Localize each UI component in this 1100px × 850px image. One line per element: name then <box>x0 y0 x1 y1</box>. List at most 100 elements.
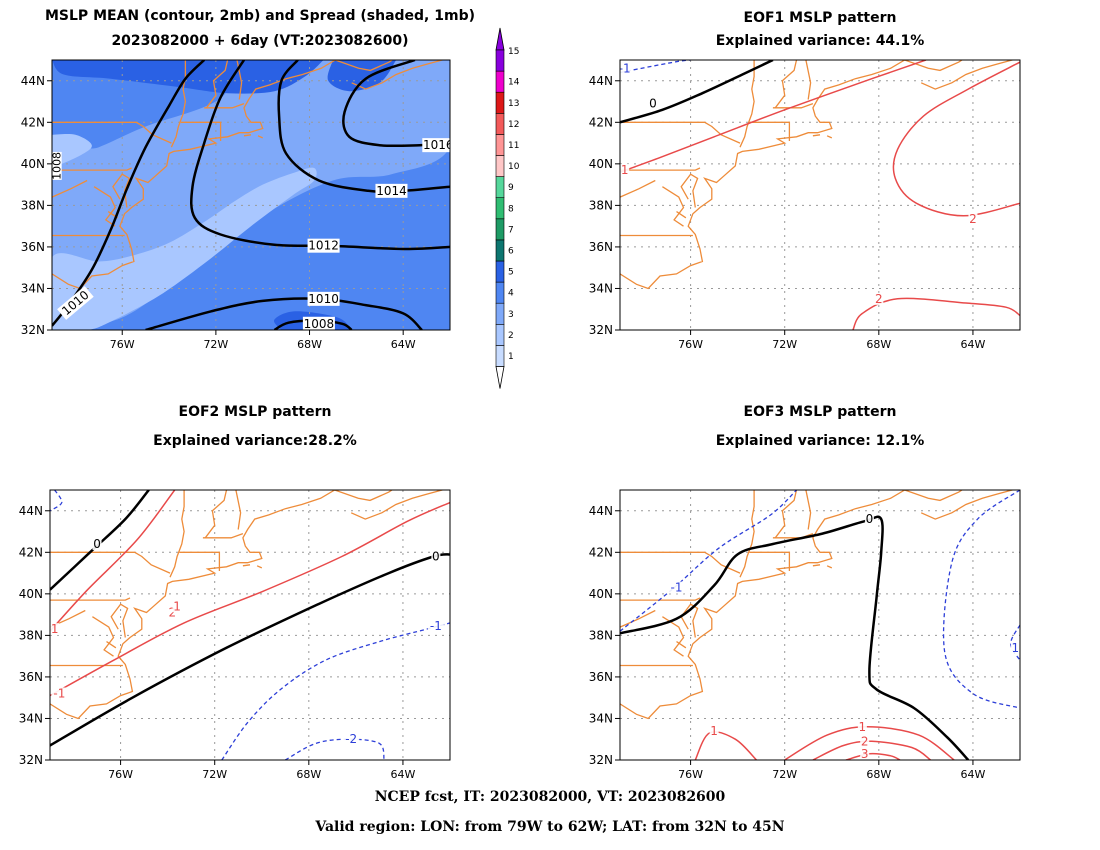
coastline-segment <box>93 186 116 227</box>
contour-label-bg <box>857 720 867 733</box>
contour-label-bg <box>172 600 182 613</box>
contour-label: 3 <box>861 747 869 761</box>
lat-tick-label: 44N <box>19 504 43 518</box>
contour-label-bg <box>431 550 441 563</box>
spread-shading-2 <box>52 134 92 168</box>
eof3-contour-1 <box>784 726 955 760</box>
eof3-contour-neg1 <box>942 490 1020 709</box>
coastline-segment <box>805 60 812 100</box>
lat-tick-label: 34N <box>589 711 613 725</box>
coastline-segment <box>805 490 812 530</box>
coastline-segment <box>676 641 687 649</box>
colorbar-label: 4 <box>508 289 514 299</box>
contour-label-bg <box>52 151 62 180</box>
contour-label-bg <box>874 292 884 305</box>
coastline-segment <box>243 134 252 137</box>
lat-tick-label: 32N <box>19 753 43 767</box>
coastline-segment <box>52 121 172 144</box>
lat-tick-label: 40N <box>19 587 43 601</box>
contour-label-bg <box>302 316 335 330</box>
contour-label: 0 <box>432 549 440 563</box>
lat-tick-label: 38N <box>589 628 613 642</box>
colorbar-swatch <box>495 302 505 325</box>
colorbar-swatch <box>495 239 505 262</box>
panel-title-eof1-line1: EOF1 MSLP pattern <box>743 10 897 26</box>
coastline-segment <box>204 102 245 109</box>
lat-tick-label: 36N <box>589 240 613 254</box>
eof2-contour-zero <box>50 490 150 591</box>
contour-label: -1 <box>53 687 65 701</box>
coastline-segment <box>620 179 656 198</box>
coastline-segment <box>620 490 906 720</box>
contour-label-bg <box>968 212 978 225</box>
coastline-segment <box>50 490 336 720</box>
map-background <box>620 60 1020 330</box>
coastline-segment <box>904 60 964 72</box>
spread-shading-5 <box>327 60 397 92</box>
coastline-segment <box>52 60 336 290</box>
lat-tick-label: 38N <box>21 198 45 212</box>
contour-label: 1012 <box>308 239 339 253</box>
eof1-contour-zero <box>620 60 774 124</box>
contour-label: 1016 <box>423 138 454 152</box>
lat-tick-label: 42N <box>589 115 613 129</box>
lat-tick-label: 42N <box>21 115 45 129</box>
lat-tick-label: 40N <box>589 587 613 601</box>
eof3-contour-neg1 <box>1009 624 1020 661</box>
contour-label: 1014 <box>376 184 407 198</box>
colorbar-swatch <box>495 91 505 114</box>
coastline-segment <box>351 60 445 90</box>
coastline-segment <box>826 565 833 569</box>
coastline-segment <box>812 134 821 137</box>
lon-tick-label: 76W <box>678 338 703 351</box>
lat-tick-label: 40N <box>589 157 613 171</box>
colorbar-label: 12 <box>508 120 519 130</box>
coastline-segment <box>620 609 656 628</box>
lon-tick-label: 64W <box>391 338 416 351</box>
colorbar-label: 15 <box>508 47 519 57</box>
contour-label-bg <box>864 513 874 526</box>
coastline-segment <box>334 490 394 502</box>
footer-line1: NCEP fcst, IT: 2023082000, VT: 202308260… <box>374 789 726 805</box>
colorbar-swatch <box>495 323 505 346</box>
lon-tick-label: 76W <box>678 768 703 781</box>
panel-title-mean-line2: 2023082000 + 6day (VT:2023082600) <box>111 33 409 49</box>
eof2-contour-neg2 <box>284 738 385 760</box>
contour-label-bg <box>648 97 658 110</box>
coastline-segment <box>335 60 394 72</box>
lat-tick-label: 44N <box>589 74 613 88</box>
colorbar-label: 9 <box>508 183 514 193</box>
contour-label-bg <box>57 286 94 320</box>
contour-label-bg <box>92 538 102 550</box>
coastline-segment <box>904 490 964 502</box>
colorbar-label: 10 <box>508 162 520 172</box>
coastline-segment <box>52 167 132 171</box>
colorbar-label: 6 <box>508 246 514 256</box>
lat-tick-label: 32N <box>589 323 613 337</box>
map-frame <box>619 489 1021 761</box>
coastline-segment <box>662 616 685 657</box>
colorbar-swatch <box>495 176 505 199</box>
isobar-1012 <box>190 60 450 251</box>
lon-tick-label: 72W <box>772 768 797 781</box>
coastline-segment <box>202 532 244 539</box>
eof3-contour-neg1 <box>620 490 797 632</box>
panel-title-eof3-line2: Explained variance: 12.1% <box>715 433 925 449</box>
coastline-segment <box>620 597 701 601</box>
panel-title-eof1-line2: Explained variance: 44.1% <box>715 33 925 49</box>
contour-label: 1 <box>51 622 59 636</box>
coastline-segment <box>50 551 171 574</box>
colorbar-label: 13 <box>508 99 519 109</box>
colorbar-label: 11 <box>508 141 519 151</box>
coastline-segment <box>620 167 701 171</box>
contour-label: 2 <box>169 606 177 620</box>
colorbar-under-triangle <box>495 366 505 389</box>
colorbar-swatch <box>495 345 505 367</box>
contour-label: -2 <box>345 732 357 746</box>
colorbar-label: 8 <box>508 204 514 214</box>
contour-label: 1 <box>710 724 718 738</box>
coastline-segment <box>739 60 755 148</box>
